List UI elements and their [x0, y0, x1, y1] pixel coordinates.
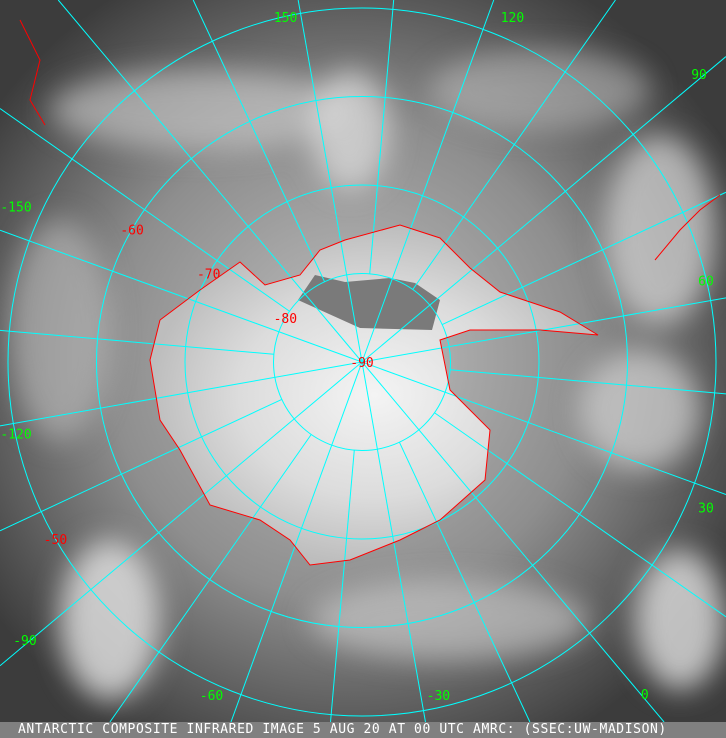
meridian-line	[361, 0, 495, 363]
meridian-line	[297, 0, 363, 363]
longitude-label: 90	[691, 68, 707, 83]
latitude-circle	[96, 96, 628, 628]
latitude-label: -50	[44, 533, 67, 548]
longitude-label: -30	[427, 689, 450, 704]
longitude-label: -120	[0, 427, 31, 442]
polar-map: 150 120 90 60 30 0 -30 -60 -90 -120 -150 -50 -60 -70 -…	[0, 0, 726, 722]
new-zealand-coastline	[19, 19, 46, 126]
latitude-label: -90	[350, 356, 373, 371]
meridian-line	[0, 361, 363, 427]
meridian-line	[398, 441, 531, 722]
meridian-line	[0, 229, 363, 363]
longitude-label: -90	[13, 634, 36, 649]
longitude-label: -60	[200, 689, 223, 704]
latitude-circle	[7, 7, 717, 717]
meridian-line	[192, 0, 326, 283]
meridian-line	[361, 361, 726, 495]
meridian-line	[441, 191, 726, 326]
data-gap	[298, 275, 440, 330]
longitude-label: 30	[698, 501, 714, 516]
latitude-circle	[273, 273, 451, 451]
meridian-line	[412, 0, 616, 290]
meridian-line	[230, 361, 363, 722]
meridian-line	[0, 108, 290, 312]
longitude-label: 60	[698, 275, 714, 290]
antarctica-ice	[150, 225, 598, 565]
longitude-label: 0	[641, 688, 649, 703]
graticule	[0, 0, 726, 722]
latitude-label: -70	[197, 268, 220, 283]
cloud-layer	[10, 50, 725, 700]
meridian-line	[0, 329, 274, 355]
meridian-line	[0, 398, 283, 532]
image-caption: ANTARCTIC COMPOSITE INFRARED IMAGE 5 AUG…	[0, 722, 726, 738]
antarctica-coastline	[149, 224, 599, 566]
meridian-line	[330, 450, 355, 722]
longitude-label: 120	[501, 11, 524, 26]
south-america-coastline	[654, 194, 721, 261]
meridian-line	[109, 434, 312, 722]
meridian-line	[450, 369, 726, 395]
latitude-circle	[184, 184, 540, 540]
meridian-line	[0, 361, 363, 667]
meridian-line	[434, 412, 726, 618]
longitude-label: 150	[274, 11, 297, 26]
meridian-line	[369, 0, 395, 274]
meridian-line	[361, 56, 726, 363]
longitude-label: -150	[0, 201, 31, 216]
latitude-label: -60	[120, 223, 143, 238]
meridian-line	[57, 0, 363, 363]
latitude-label: -80	[274, 312, 297, 327]
meridian-line	[361, 361, 665, 722]
